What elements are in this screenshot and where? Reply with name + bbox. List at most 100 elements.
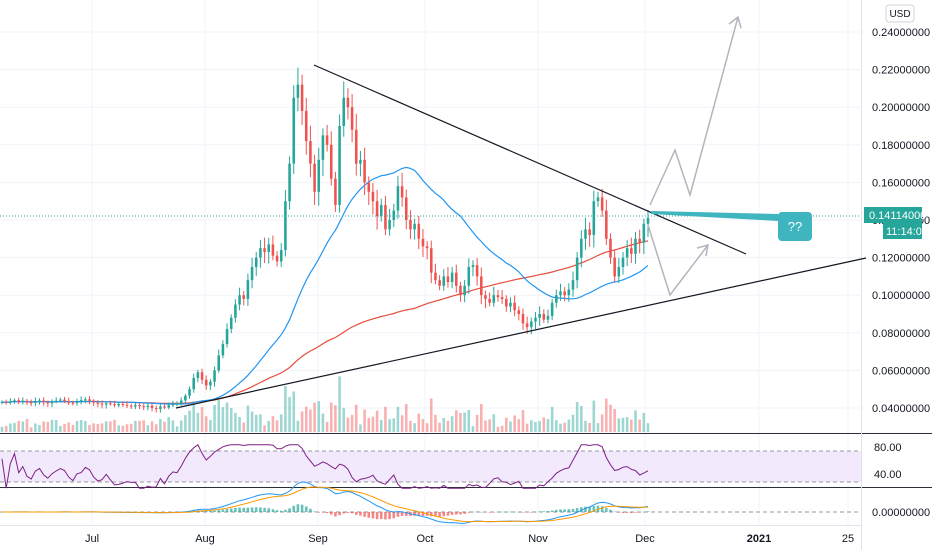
candle-body [413, 224, 416, 230]
candle-body [647, 218, 650, 224]
volume-bar [593, 401, 596, 432]
price-axis-tick: 0.12000000 [872, 253, 930, 265]
bullish-projection-path[interactable] [650, 17, 738, 205]
volume-bar [209, 420, 212, 432]
macd-line [2, 482, 648, 523]
volume-bar [618, 418, 621, 432]
time-axis-tick: Oct [416, 533, 433, 545]
macd-histogram-bar [497, 512, 500, 513]
candle-body [401, 186, 404, 197]
candle-body [580, 239, 583, 258]
volume-bar [555, 420, 558, 432]
volume-bar [76, 421, 79, 432]
macd-histogram-bar [626, 512, 629, 513]
volume-bar [13, 423, 16, 432]
macd-histogram-bar [534, 512, 537, 513]
candle-body [572, 280, 575, 289]
macd-histogram-bar [267, 508, 270, 512]
volume-bar [505, 418, 508, 432]
descending-trendline[interactable] [314, 65, 746, 254]
candle-body [230, 318, 233, 329]
volume-bar [5, 426, 8, 432]
candle-body [455, 273, 458, 286]
volume-bar [301, 411, 304, 432]
macd-histogram-bar [572, 509, 575, 512]
macd-histogram-bar [359, 512, 362, 516]
candle-body [317, 160, 320, 192]
candle-body [276, 256, 279, 262]
volume-bar [55, 420, 58, 432]
volume-bar [597, 423, 600, 432]
candle-body [322, 135, 325, 159]
volume-bar [230, 408, 233, 432]
volume-bar [309, 409, 312, 432]
rsi-axis-tick: 40.00 [874, 469, 902, 481]
macd-histogram-bar [263, 508, 266, 512]
volume-bar [526, 424, 529, 432]
macd-histogram-bar [451, 512, 454, 515]
rsi-axis[interactable]: 80.00 40.00 [874, 442, 902, 481]
candle-body [163, 406, 166, 407]
macd-histogram-bar [226, 509, 229, 512]
volume-bar [347, 418, 350, 433]
candle-body [38, 400, 41, 401]
volume-bar [476, 415, 479, 432]
macd-axis[interactable]: 0.00000000 [872, 507, 930, 519]
candle-body [367, 182, 370, 191]
volume-bar [184, 415, 187, 432]
candle-body [351, 107, 354, 130]
volume-bar [468, 410, 471, 432]
candle-body [563, 291, 566, 295]
candle-body [476, 265, 479, 276]
candle-body [334, 179, 337, 205]
rsi-band [0, 451, 861, 482]
candle-body [167, 405, 170, 407]
volume-bar [63, 424, 66, 432]
macd-histogram-bar [342, 512, 345, 514]
volume-bar [67, 422, 70, 432]
candle-body [576, 258, 579, 281]
volume-bar [313, 403, 316, 432]
candle-body [126, 405, 129, 406]
callout-label: ?? [788, 219, 802, 234]
volume-bar [26, 419, 29, 432]
candle-body [259, 248, 262, 257]
volume-bar [367, 418, 370, 432]
candle-body [547, 316, 550, 320]
volume-bar [534, 422, 537, 432]
volume-bar [351, 415, 354, 432]
volume-bar [105, 421, 108, 432]
candle-body [555, 295, 558, 303]
bearish-projection-path[interactable] [648, 225, 708, 295]
price-axis-tick: 0.06000000 [872, 365, 930, 377]
macd-histogram-bar [501, 512, 504, 513]
volume-bar [263, 425, 266, 432]
volume-bar [363, 410, 366, 433]
candle-body [267, 244, 270, 252]
volume-bar [84, 421, 87, 432]
volume-bar [163, 422, 166, 432]
candle-body [226, 329, 229, 344]
macd-histogram-bar [380, 512, 383, 519]
volume-bar [22, 421, 25, 432]
candle-body [63, 400, 66, 402]
volume-bar [305, 407, 308, 432]
volume-bar [326, 422, 329, 432]
candle-body [280, 250, 283, 261]
macd-histogram-bar [442, 512, 445, 516]
macd-axis-tick: 0.00000000 [872, 507, 930, 519]
volume-bar [551, 407, 554, 432]
candle-body [551, 303, 554, 316]
candle-body [101, 404, 104, 405]
volume-bar [192, 401, 195, 432]
macd-histogram-bar [347, 512, 350, 513]
volume-bar [409, 421, 412, 432]
volume-bar [176, 426, 179, 432]
candle-body [468, 267, 471, 286]
candle-body [326, 135, 329, 144]
macd-histogram-bar [484, 512, 487, 513]
candle-body [313, 164, 316, 192]
